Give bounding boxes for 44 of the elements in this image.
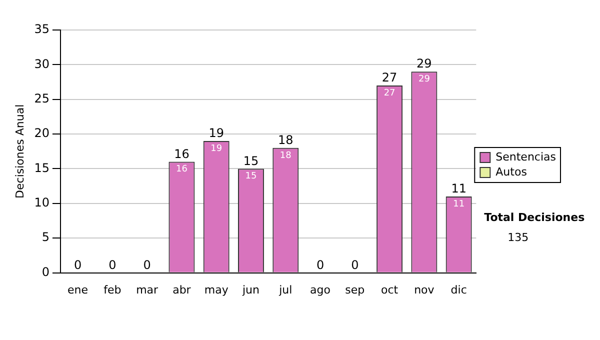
text: Total Decisiones [484,210,586,224]
total-label: 0 [316,258,324,272]
y-tick-label: 25 [34,91,50,106]
x-tick-label: jun [241,283,260,296]
data-label: 29 [418,74,430,84]
x-tick-label: ago [310,283,331,296]
total-label: 11 [451,182,466,196]
data-label: 27 [384,88,396,98]
y-tick-label: 0 [42,264,50,279]
data-label: 18 [280,150,292,161]
total-label: 0 [74,258,82,272]
y-tick-label: 30 [34,56,50,71]
data-label: 16 [176,164,188,175]
y-tick-label: 20 [34,126,50,140]
x-tick-label: mar [136,283,159,296]
data-label: 11 [453,199,465,210]
x-tick-label: feb [104,283,122,296]
text: 135 [508,230,529,244]
data-label: 19 [210,144,222,154]
y-tick-label: 5 [42,230,50,244]
x-tick-label: may [204,283,229,296]
y-axis-title: Decisiones Anual [13,104,26,198]
x-tick-label: abr [172,283,192,296]
total-label: 16 [174,146,190,161]
total-label: 0 [108,258,116,272]
x-tick-label: ene [68,283,88,296]
data-label: 15 [245,172,257,182]
x-tick-label: oct [381,283,399,296]
total-label: 0 [351,258,359,272]
legend-label: Sentencias [496,150,556,164]
y-tick-label: 10 [34,196,50,210]
total-label: 15 [243,154,259,168]
total-label: 18 [278,133,294,148]
x-tick-label: nov [414,283,435,296]
x-tick-label: jul [278,283,292,296]
total-label: 27 [382,70,398,85]
x-tick-label: sep [345,283,365,296]
y-tick-label: 15 [34,160,50,175]
total-label: 19 [208,126,224,140]
x-tick-label: dic [450,283,467,296]
legend-label: Autos [496,165,528,178]
total-label: 29 [416,56,432,71]
y-tick-label: 35 [34,22,50,36]
total-label: 0 [143,258,151,272]
